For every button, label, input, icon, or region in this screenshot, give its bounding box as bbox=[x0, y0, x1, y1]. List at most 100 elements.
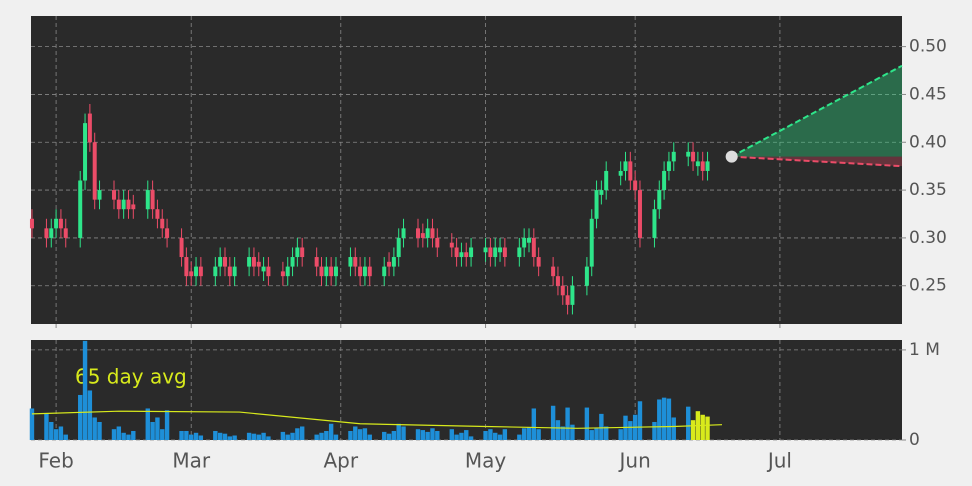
volume-bar bbox=[217, 432, 223, 440]
volume-bar bbox=[213, 430, 218, 440]
candle-body bbox=[705, 161, 710, 171]
volume-bar bbox=[44, 412, 49, 440]
volume-tick-label: 1 M bbox=[909, 340, 940, 360]
candle-body bbox=[454, 247, 459, 258]
volume-bar bbox=[193, 432, 199, 440]
candle-body bbox=[599, 190, 604, 195]
x-tick-label: Apr bbox=[323, 449, 358, 473]
volume-bar bbox=[386, 433, 392, 440]
volume-bar bbox=[603, 426, 609, 440]
candle-body bbox=[314, 257, 319, 267]
volume-bar bbox=[526, 427, 532, 440]
volume-bar bbox=[430, 428, 435, 440]
volume-bar bbox=[246, 432, 252, 440]
volume-bar bbox=[464, 430, 469, 440]
candle-body bbox=[353, 257, 358, 267]
candle-body bbox=[551, 266, 556, 277]
volume-bar bbox=[58, 426, 64, 440]
candle-body bbox=[63, 228, 68, 238]
volume-bar bbox=[584, 407, 590, 440]
volume-bar bbox=[333, 434, 339, 440]
volume-bar bbox=[280, 431, 286, 440]
candle-body bbox=[160, 218, 165, 229]
candle-body bbox=[391, 257, 396, 267]
volume-bar bbox=[382, 431, 387, 440]
candle-body bbox=[449, 242, 454, 248]
candle-body bbox=[280, 271, 285, 277]
volume-bar bbox=[261, 432, 266, 440]
volume-bar bbox=[49, 421, 54, 440]
volume-bar bbox=[565, 407, 570, 440]
volume-bar bbox=[594, 428, 599, 440]
candle-body bbox=[459, 252, 464, 258]
candle-body bbox=[425, 228, 430, 238]
candle-body bbox=[131, 204, 136, 210]
candle-body bbox=[367, 266, 372, 277]
volume-bar bbox=[87, 390, 93, 440]
average-label: 65 day avg bbox=[75, 365, 187, 389]
volume-bar bbox=[690, 420, 696, 440]
candle-body bbox=[633, 180, 638, 191]
volume-bar bbox=[290, 432, 295, 440]
candle-body bbox=[526, 237, 531, 243]
y-tick-label: 0.30 bbox=[909, 228, 947, 248]
volume-bar bbox=[126, 434, 131, 440]
volume-bar bbox=[116, 426, 122, 440]
candle-body bbox=[78, 180, 83, 238]
candle-body bbox=[671, 151, 676, 162]
volume-bar bbox=[299, 426, 305, 440]
candle-body bbox=[251, 257, 256, 267]
volume-bar bbox=[111, 429, 117, 440]
volume-bar bbox=[488, 429, 493, 440]
volume-bar bbox=[367, 434, 372, 440]
candle-body bbox=[295, 247, 300, 258]
candle-body bbox=[232, 266, 237, 277]
volume-bar bbox=[657, 399, 662, 440]
volume-bar bbox=[29, 408, 35, 440]
candle-body bbox=[637, 190, 642, 238]
candle-body bbox=[222, 257, 227, 267]
volume-bar bbox=[652, 421, 657, 440]
candle-body bbox=[198, 266, 203, 277]
candle-body bbox=[83, 123, 88, 181]
candle-body bbox=[362, 266, 367, 277]
volume-bar bbox=[53, 429, 59, 440]
projection-start bbox=[725, 150, 738, 163]
x-tick-label: Jul bbox=[766, 449, 792, 473]
volume-bar bbox=[78, 394, 83, 440]
volume-bar bbox=[266, 436, 271, 440]
volume-bar bbox=[184, 430, 189, 440]
candle-body bbox=[116, 199, 121, 210]
candle-body bbox=[348, 257, 353, 267]
volume-bar bbox=[145, 408, 150, 440]
volume-bar bbox=[560, 426, 565, 440]
volume-bar bbox=[671, 417, 676, 440]
volume-bar bbox=[121, 432, 126, 440]
volume-bar bbox=[222, 433, 228, 440]
candle-body bbox=[517, 247, 522, 258]
volume-bar bbox=[256, 434, 261, 440]
candle-body bbox=[502, 247, 507, 258]
candle-body bbox=[324, 266, 329, 277]
volume-bar bbox=[227, 436, 233, 440]
volume-bar bbox=[531, 408, 537, 440]
candle-body bbox=[498, 247, 503, 253]
volume-bar bbox=[251, 433, 257, 440]
volume-bar bbox=[324, 430, 329, 440]
candle-body bbox=[396, 237, 401, 258]
candle-body bbox=[300, 247, 305, 258]
volume-bar bbox=[637, 401, 643, 440]
candle-body bbox=[420, 233, 425, 238]
candle-body bbox=[570, 285, 575, 305]
x-tick-label: Jun bbox=[618, 449, 651, 473]
candle-body bbox=[44, 228, 49, 238]
candle-body bbox=[145, 190, 150, 210]
candle-body bbox=[522, 237, 527, 248]
candle-body bbox=[695, 161, 700, 167]
candle-body bbox=[662, 170, 667, 191]
projection-lower bbox=[731, 155, 903, 168]
volume-bar bbox=[348, 430, 353, 440]
candle-body bbox=[150, 190, 155, 210]
volume-bar bbox=[131, 430, 136, 440]
volume-bar bbox=[391, 430, 397, 440]
